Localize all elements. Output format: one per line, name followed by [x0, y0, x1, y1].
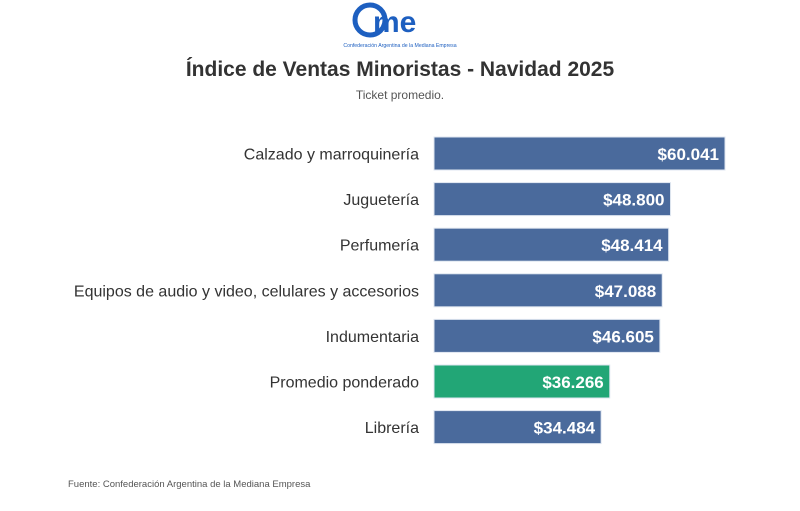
data-label: $34.484 [534, 419, 596, 438]
bar [433, 227, 670, 262]
bar [433, 364, 611, 399]
source-note: Fuente: Confederación Argentina de la Me… [68, 479, 311, 490]
bar [433, 273, 663, 308]
logo-text: me [373, 6, 416, 39]
data-label: $46.605 [592, 327, 653, 346]
data-label: $47.088 [595, 282, 656, 301]
chart-title: Índice de Ventas Minoristas - Navidad 20… [185, 58, 615, 81]
data-label: $60.041 [658, 145, 719, 164]
data-label: $36.266 [542, 373, 603, 392]
category-label: Librería [365, 420, 419, 437]
bar [433, 182, 672, 217]
category-label: Promedio ponderado [270, 375, 420, 392]
bar [433, 318, 661, 353]
category-label: Perfumería [340, 238, 419, 255]
chart-subtitle: Ticket promedio. [355, 88, 445, 102]
category-label: Calzado y marroquinería [244, 147, 419, 164]
category-label: Juguetería [343, 192, 419, 209]
logo-tagline: Confederación Argentina de la Mediana Em… [343, 43, 456, 49]
bar [433, 136, 726, 171]
came-logo: me Confederación Argentina de la Mediana… [343, 2, 457, 49]
category-label: Equipos de audio y video, celulares y ac… [74, 283, 419, 300]
category-label: Indumentaria [326, 329, 419, 346]
data-label: $48.414 [601, 236, 663, 255]
logo-c-mark [352, 2, 388, 38]
data-label: $48.800 [603, 191, 664, 210]
bar [433, 410, 602, 445]
